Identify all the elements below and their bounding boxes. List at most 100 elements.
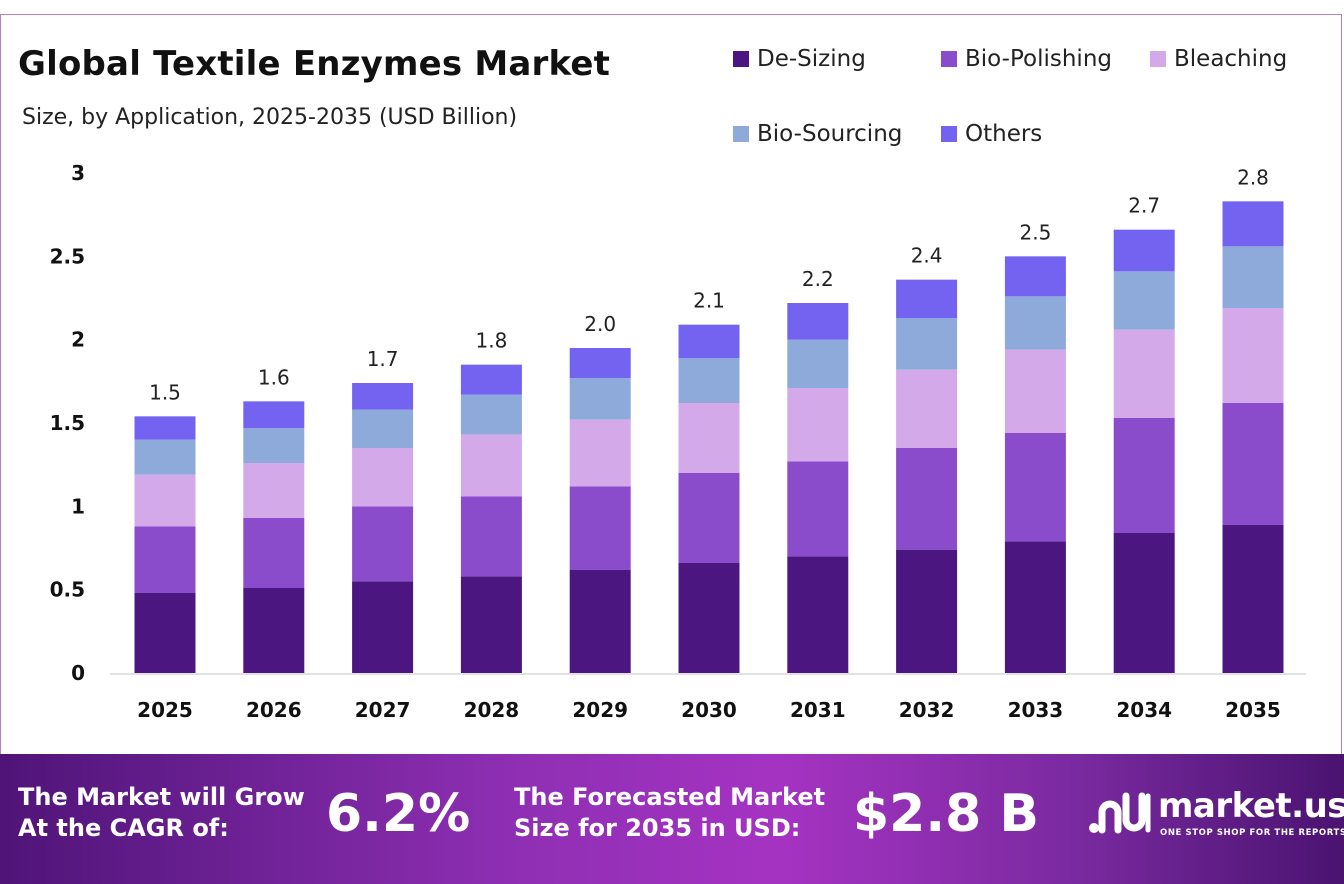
bar-segment-de-sizing-2028: [460, 576, 522, 673]
bar-segment-bleaching-2026: [243, 463, 305, 518]
chart-subtitle: Size, by Application, 2025-2035 (USD Bil…: [22, 105, 518, 130]
bar-segment-bio-polishing-2034: [1113, 418, 1175, 533]
bar-segment-bio-polishing-2031: [787, 461, 849, 557]
legend-swatch-bio-sourcing: [733, 126, 749, 142]
bar-segment-de-sizing-2030: [678, 563, 740, 673]
x-tick-label: 2035: [1225, 698, 1281, 722]
bar-segment-bio-polishing-2030: [678, 473, 740, 563]
legend-item-bio-sourcing: Bio-Sourcing: [733, 121, 902, 147]
chart-title: Global Textile Enzymes Market: [18, 44, 611, 84]
bar-segment-de-sizing-2032: [896, 549, 958, 673]
forecast-caption-line2: Size for 2035 in USD:: [514, 814, 801, 842]
bar-segment-bio-sourcing-2025: [134, 439, 196, 475]
bar-segment-bio-sourcing-2029: [569, 378, 631, 420]
forecast-caption-line1: The Forecasted Market: [514, 783, 826, 811]
bar-segment-others-2033: [1004, 256, 1066, 297]
legend-label-others: Others: [965, 121, 1043, 147]
bar-segment-bleaching-2027: [352, 448, 414, 507]
cagr-value: 6.2%: [326, 784, 471, 844]
cagr-caption-line1: The Market will Grow: [18, 783, 305, 811]
x-tick-label: 2032: [899, 698, 955, 722]
legend-label-bio-sourcing: Bio-Sourcing: [757, 121, 903, 147]
y-tick-label: 2: [71, 328, 85, 352]
bar-segment-bio-polishing-2027: [352, 506, 414, 582]
cagr-caption: The Market will Grow At the CAGR of:: [18, 782, 305, 844]
bar-segment-bio-sourcing-2033: [1004, 296, 1066, 350]
bar-segment-de-sizing-2034: [1113, 533, 1175, 673]
y-tick-label: 0: [71, 661, 85, 685]
bar-segment-bio-sourcing-2035: [1222, 246, 1284, 308]
stacked-bar-chart: 0 0.5 1 1.5 2 2.5 3 1.5 2025 1.6 2026 1.7 2027 1.8 202…: [50, 161, 1306, 722]
footer-banner: The Market will Grow At the CAGR of: 6.2…: [0, 754, 1344, 884]
bar-segment-bleaching-2034: [1113, 329, 1175, 418]
forecast-caption: The Forecasted Market Size for 2035 in U…: [514, 782, 825, 844]
bar-segment-de-sizing-2029: [569, 569, 631, 673]
x-tick-label: 2025: [137, 698, 193, 722]
bar-total-label: 2.7: [1128, 194, 1160, 218]
bar-segment-bio-sourcing-2030: [678, 358, 740, 403]
bar-segment-bleaching-2025: [134, 474, 196, 527]
bar-segment-bio-sourcing-2028: [460, 394, 522, 435]
bar-segment-bio-polishing-2025: [134, 526, 196, 593]
legend-item-others: Others: [941, 121, 1042, 147]
bar-segment-others-2027: [352, 383, 414, 410]
bar-segment-bleaching-2029: [569, 419, 631, 487]
legend-swatch-others: [941, 126, 957, 142]
bar-total-label: 2.1: [693, 289, 725, 313]
y-tick-label: 1: [71, 494, 85, 518]
bar-total-label: 1.8: [475, 329, 507, 353]
x-tick-label: 2026: [246, 698, 302, 722]
y-tick-label: 2.5: [50, 244, 85, 268]
x-tick-label: 2034: [1116, 698, 1172, 722]
bar-segment-others-2035: [1222, 201, 1284, 247]
x-tick-label: 2031: [790, 698, 846, 722]
bar-segment-de-sizing-2025: [134, 593, 196, 673]
legend-swatch-de-sizing: [733, 51, 749, 67]
bar-total-label: 2.2: [802, 267, 834, 291]
bar-segment-bio-polishing-2026: [243, 518, 305, 588]
legend-label-bleaching: Bleaching: [1174, 46, 1288, 72]
brand-logo: market.us ONE STOP SHOP FOR THE REPORTS: [1088, 784, 1344, 844]
bar-segment-bio-sourcing-2026: [243, 428, 305, 463]
bar-total-label: 2.4: [911, 244, 943, 268]
bar-segment-bleaching-2033: [1004, 349, 1066, 433]
bar-segment-others-2034: [1113, 229, 1175, 272]
y-tick-label: 0.5: [50, 578, 85, 602]
x-tick-label: 2030: [681, 698, 737, 722]
bar-segment-others-2026: [243, 401, 305, 428]
x-tick-label: 2027: [355, 698, 411, 722]
x-tick-label: 2028: [464, 698, 520, 722]
bar-segment-de-sizing-2026: [243, 588, 305, 673]
bar-total-label: 2.0: [584, 312, 616, 336]
bar-segment-de-sizing-2027: [352, 581, 414, 673]
market-us-logo-icon: [1089, 792, 1151, 834]
legend-label-bio-polishing: Bio-Polishing: [965, 46, 1112, 72]
legend-swatch-bleaching: [1150, 51, 1166, 67]
bar-segment-bio-polishing-2028: [460, 496, 522, 577]
legend-item-bio-polishing: Bio-Polishing: [941, 46, 1112, 72]
bar-segment-bleaching-2035: [1222, 308, 1284, 403]
forecast-value: $2.8 B: [853, 784, 1040, 844]
bar-segment-bio-polishing-2029: [569, 486, 631, 570]
bar-segment-others-2031: [787, 303, 849, 340]
bar-segment-bio-polishing-2032: [896, 448, 958, 550]
bar-segment-de-sizing-2031: [787, 556, 849, 673]
bar-segment-bleaching-2032: [896, 369, 958, 448]
bar-segment-bio-polishing-2033: [1004, 433, 1066, 542]
y-tick-label: 3: [71, 161, 85, 185]
bar-segment-bio-sourcing-2034: [1113, 271, 1175, 330]
x-tick-label: 2029: [572, 698, 628, 722]
bar-total-label: 1.5: [149, 380, 181, 404]
bar-segment-bleaching-2031: [787, 388, 849, 462]
bar-total-label: 2.8: [1237, 165, 1269, 189]
chart-frame: [0, 14, 1342, 754]
cagr-caption-line2: At the CAGR of:: [18, 814, 229, 842]
bar-segment-others-2030: [678, 324, 740, 358]
bar-total-label: 1.7: [367, 347, 399, 371]
bar-segment-bleaching-2028: [460, 434, 522, 497]
bar-segment-de-sizing-2033: [1004, 541, 1066, 673]
legend-label-de-sizing: De-Sizing: [757, 46, 866, 72]
bar-segment-others-2032: [896, 279, 958, 318]
bar-segment-bio-sourcing-2032: [896, 318, 958, 370]
brand-name: market.us: [1158, 786, 1344, 826]
